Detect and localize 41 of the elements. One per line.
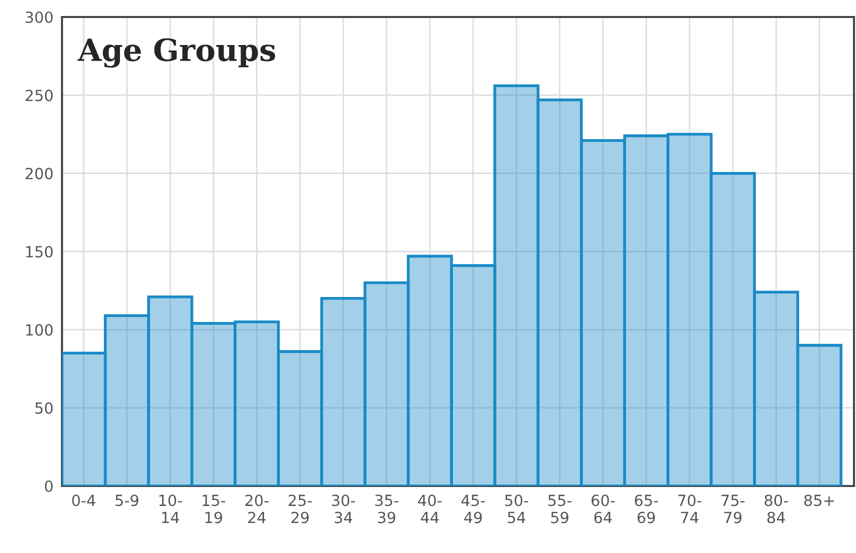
x-tick-label: 75- 79 bbox=[722, 494, 745, 524]
y-tick-label: 50 bbox=[35, 402, 53, 414]
y-tick-label: 0 bbox=[44, 480, 53, 492]
x-tick-label: 5-9 bbox=[116, 494, 138, 506]
x-tick-label: 80- 84 bbox=[764, 494, 788, 524]
x-tick-label: 0-4 bbox=[72, 494, 96, 506]
bar bbox=[536, 98, 583, 486]
bar bbox=[493, 84, 540, 486]
bar bbox=[320, 297, 366, 486]
text: Age Groups bbox=[78, 38, 276, 68]
bar bbox=[364, 281, 410, 486]
x-tick-label: 25- 29 bbox=[288, 494, 312, 524]
x-tick-label: 65- 69 bbox=[634, 494, 658, 524]
y-tick-label: 150 bbox=[26, 246, 53, 258]
bar bbox=[147, 295, 194, 486]
bar bbox=[623, 134, 670, 486]
x-tick-label: 70- 74 bbox=[678, 494, 702, 524]
y-tick-label: 100 bbox=[26, 324, 53, 336]
bar bbox=[62, 352, 107, 486]
x-tick-label: 35- 39 bbox=[375, 494, 398, 524]
x-tick-label: 85+ bbox=[804, 494, 834, 506]
x-tick-label: 50- 54 bbox=[505, 494, 528, 524]
y-tick-label: 300 bbox=[26, 11, 53, 24]
bar bbox=[104, 314, 150, 486]
bar bbox=[450, 264, 496, 486]
x-tick-label: 30- 34 bbox=[332, 494, 356, 524]
bar bbox=[796, 344, 842, 486]
x-tick-label: 10- 14 bbox=[159, 494, 182, 524]
x-tick-label: 45- 49 bbox=[461, 494, 485, 524]
y-tick-label: 250 bbox=[26, 90, 53, 102]
x-tick-label: 20- 24 bbox=[245, 494, 268, 524]
x-tick-label: 40- 44 bbox=[418, 494, 442, 524]
bar bbox=[666, 132, 713, 486]
y-tick-label: 200 bbox=[26, 168, 53, 180]
bar bbox=[234, 320, 280, 486]
bar bbox=[406, 254, 453, 486]
x-tick-label: 15- 19 bbox=[202, 494, 226, 524]
x-tick-label: 60- 64 bbox=[592, 494, 615, 524]
bar bbox=[753, 290, 800, 486]
x-tick-label: 55- 59 bbox=[548, 494, 572, 524]
bar bbox=[710, 172, 756, 486]
